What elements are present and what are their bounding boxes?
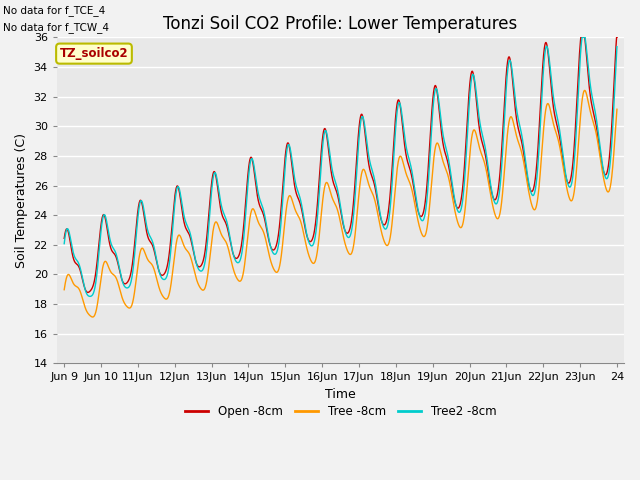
Text: TZ_soilco2: TZ_soilco2 [60,47,128,60]
Y-axis label: Soil Temperatures (C): Soil Temperatures (C) [15,133,28,268]
Text: No data for f_TCE_4: No data for f_TCE_4 [3,5,106,16]
Text: No data for f_TCW_4: No data for f_TCW_4 [3,22,109,33]
Title: Tonzi Soil CO2 Profile: Lower Temperatures: Tonzi Soil CO2 Profile: Lower Temperatur… [163,15,518,33]
X-axis label: Time: Time [325,388,356,401]
Legend: Open -8cm, Tree -8cm, Tree2 -8cm: Open -8cm, Tree -8cm, Tree2 -8cm [180,400,501,423]
